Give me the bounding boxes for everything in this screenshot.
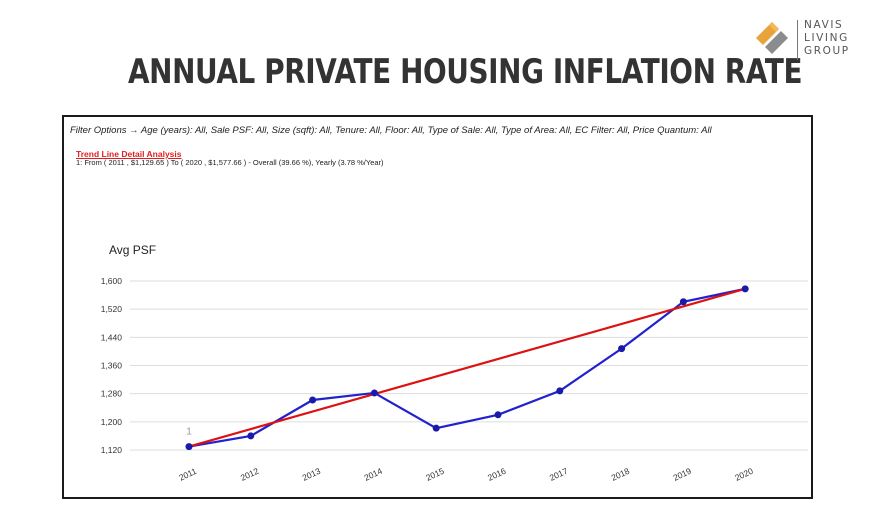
logo-line: NAVIS [804,19,844,31]
y-tick-label: 1,600 [101,276,123,286]
data-point [494,411,502,419]
logo-divider [797,20,798,60]
data-point [432,424,440,432]
data-point [370,389,378,397]
x-tick-label: 2014 [362,466,384,483]
data-point [247,432,255,440]
x-tick-label: 2015 [424,466,446,483]
data-point [185,443,193,451]
trend-line-detail: 1: From ( 2011 , $1,129.65 ) To ( 2020 ,… [76,158,384,167]
page-title: ANNUAL PRIVATE HOUSING INFLATION RATE [128,52,803,92]
chart-panel: Filter Options → Age (years): All, Sale … [62,115,813,499]
data-point [556,387,564,395]
x-tick-label: 2019 [671,466,693,483]
trend-line-title[interactable]: Trend Line Detail Analysis [76,149,182,159]
data-point [309,396,317,404]
x-tick-label: 2011 [177,466,198,483]
y-tick-label: 1,360 [101,361,123,371]
x-tick-label: 2012 [239,466,261,483]
y-tick-label: 1,440 [101,332,123,342]
filter-options-text: Filter Options → Age (years): All, Sale … [70,125,712,136]
x-tick-label: 2018 [610,466,632,483]
x-tick-label: 2016 [486,466,508,483]
y-axis-label: Avg PSF [109,243,157,257]
logo-line: GROUP [804,45,850,57]
series-line [188,287,746,448]
logo-line: LIVING [804,32,849,44]
data-point [618,345,626,353]
logo-text: NAVIS LIVING GROUP [804,19,850,58]
y-tick-label: 1,200 [101,417,123,427]
navis-living-group-logo: NAVIS LIVING GROUP [752,18,862,68]
trend-line [188,287,746,448]
data-point [741,285,749,293]
y-tick-label: 1,120 [101,445,123,455]
x-tick-label: 2017 [548,466,570,483]
data-point [679,298,687,306]
trend-marker-label: 1 [186,427,192,438]
logo-mark-icon [756,22,788,54]
y-tick-label: 1,280 [101,389,123,399]
line-chart: 1,120 1,200 1,280 1,360 1,440 1,520 1,600 2011 2… [101,276,808,483]
y-tick-label: 1,520 [101,304,123,314]
x-tick-label: 2013 [301,466,323,483]
x-tick-label: 2020 [733,466,755,483]
